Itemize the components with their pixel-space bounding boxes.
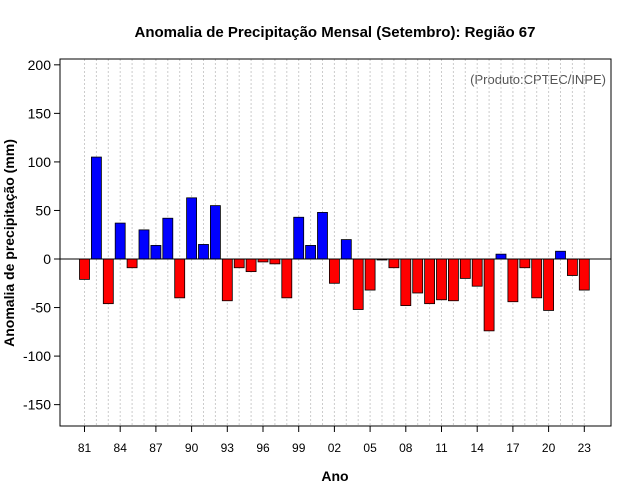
bar-1990 [186,197,198,260]
bar-2017 [507,258,519,303]
bar-1984 [114,222,126,260]
bar-1981 [79,258,90,280]
bar-2023 [578,258,590,291]
y-tick-label: 50 [35,202,51,218]
bar-1993 [221,258,233,302]
bar-2012 [447,258,459,302]
y-tick-label: 100 [28,154,52,170]
x-tick-label: 23 [578,441,592,455]
bar-1997 [269,258,281,265]
x-tick-label: 17 [506,441,520,455]
x-tick-label: 05 [363,441,377,455]
y-axis-label: Anomalia de precipitação (mm) [1,139,17,347]
y-tick-label: -150 [23,397,51,413]
bar-1998 [281,258,293,299]
bar-1982 [91,156,102,260]
x-tick-label: 99 [292,441,306,455]
x-tick-label: 93 [221,441,235,455]
bar-1985 [126,258,138,269]
bar-1989 [174,258,186,299]
bar-2002 [328,258,340,284]
bar-1992 [209,205,221,260]
bar-2021 [555,250,566,260]
x-tick-label: 90 [185,441,199,455]
bar-1986 [138,229,150,260]
y-tick-label: 200 [28,57,52,73]
bar-1994 [233,258,245,269]
y-tick-label: 150 [28,105,52,121]
bar-2016 [495,253,507,260]
bar-2014 [471,258,483,287]
bar-2001 [317,212,328,260]
bar-2011 [436,258,447,301]
x-tick-label: 87 [149,441,163,455]
y-tick-label: 0 [43,251,51,267]
bar-2019 [531,258,543,299]
bar-2009 [412,258,424,294]
bar-2020 [543,258,554,311]
x-tick-label: 08 [399,441,413,455]
bar-2015 [483,258,495,332]
bar-1999 [293,216,305,260]
plot-frame [59,58,612,427]
x-tick-label: 11 [435,441,448,455]
bar-2003 [340,239,352,260]
bar-2004 [352,258,364,310]
bars [79,156,590,332]
chart-title: Anomalia de Precipitação Mensal (Setembr… [135,24,536,41]
bar-2007 [388,258,400,269]
bar-1987 [150,245,162,260]
y-tick-label: -50 [31,300,51,316]
product-annotation: (Produto:CPTEC/INPE) [470,72,606,87]
y-axis: 200 150 100 50 0 -50 -100 -150 [23,57,60,413]
x-axis: 81 84 87 90 93 96 99 02 05 08 11 14 17 20 23 [78,426,591,455]
x-tick-label: 84 [114,441,128,455]
bar-1983 [102,258,114,305]
bar-1988 [162,217,174,260]
bar-2022 [567,258,578,276]
bar-1991 [198,244,209,260]
x-axis-label: Ano [321,468,348,484]
x-tick-label: 81 [78,441,92,455]
x-tick-label: 96 [256,441,270,455]
bar-2005 [364,258,376,291]
y-tick-label: -100 [23,348,51,364]
bar-2010 [424,258,436,305]
x-tick-label: 20 [542,441,556,455]
bar-2000 [305,245,317,260]
x-tick-label: 02 [328,441,342,455]
bar-2008 [400,258,412,307]
bar-2018 [519,258,531,269]
bar-1995 [245,258,257,273]
grid-lines [84,59,585,426]
x-tick-label: 14 [471,441,485,455]
bar-2013 [459,258,471,279]
